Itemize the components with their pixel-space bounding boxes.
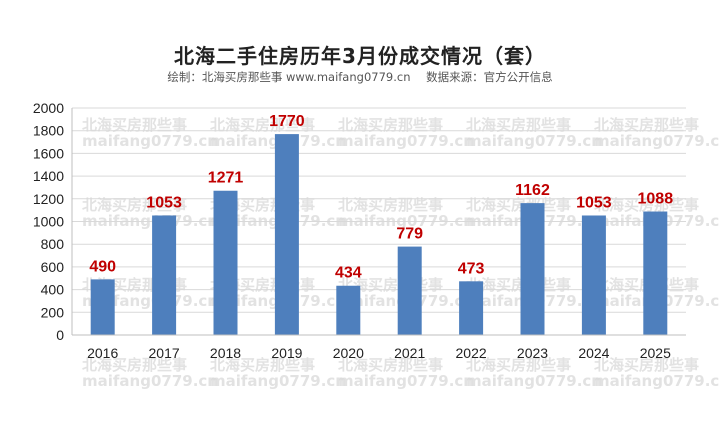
x-tick-label: 2021	[394, 345, 425, 361]
watermark-text: 北海买房那些事	[82, 116, 187, 134]
y-tick-label: 200	[41, 304, 65, 320]
x-tick-label: 2022	[456, 345, 487, 361]
x-tick-label: 2020	[333, 345, 364, 361]
bar	[336, 285, 361, 335]
credit-text: 绘制：北海买房那些事 www.maifang0779.cn	[167, 70, 411, 84]
x-tick-label: 2023	[517, 345, 548, 361]
data-label: 434	[335, 265, 362, 282]
data-label: 1770	[269, 113, 305, 130]
bar	[274, 134, 299, 335]
bar	[90, 279, 115, 335]
bar	[459, 281, 484, 335]
y-tick-label: 1400	[33, 168, 64, 184]
y-tick-label: 800	[41, 236, 65, 252]
bar-series	[90, 134, 668, 335]
y-tick-label: 1000	[33, 214, 64, 230]
watermark-text: maifang0779.cn	[82, 212, 218, 230]
x-tick-label: 2018	[210, 345, 241, 361]
watermark-text: 北海买房那些事	[338, 116, 443, 134]
y-tick-label: 1600	[33, 145, 64, 161]
data-label: 1162	[515, 182, 550, 199]
watermark-text: maifang0779.cn	[82, 132, 218, 150]
bar	[581, 215, 606, 335]
data-label: 779	[396, 226, 423, 243]
watermark-text: maifang0779.cn	[594, 372, 720, 390]
watermark-text: maifang0779.cn	[466, 132, 602, 150]
watermark-text: maifang0779.cn	[338, 212, 474, 230]
watermark-text: 北海买房那些事	[466, 276, 571, 294]
watermark-text: maifang0779.cn	[82, 292, 218, 310]
data-label: 1088	[638, 191, 674, 208]
watermark-text: 北海买房那些事	[82, 196, 187, 214]
axes: 2016 2017 2018 2019 2020 2021 2022 2023 2024 2025…	[33, 100, 686, 361]
bar	[397, 246, 422, 335]
watermark-text: 北海买房那些事	[338, 356, 443, 374]
x-tick-label: 2024	[578, 345, 609, 361]
y-tick-label: 600	[41, 259, 65, 275]
data-label: 1053	[146, 194, 182, 211]
data-label: 473	[458, 260, 485, 277]
bar	[643, 211, 668, 335]
bar	[152, 215, 177, 335]
watermark-text: 北海买房那些事	[210, 116, 315, 134]
x-tick-label: 2019	[271, 345, 302, 361]
watermark-text: maifang0779.cn	[338, 372, 474, 390]
data-labels: 490 1053 1271 1770 434 779 473 1162 1053 1088	[89, 113, 673, 282]
watermark-text: 北海买房那些事	[82, 356, 187, 374]
watermark-text: 北海买房那些事	[466, 196, 571, 214]
source-text: 数据来源：官方公开信息	[426, 70, 553, 84]
watermark-text: maifang0779.cn	[594, 132, 720, 150]
x-tick-label: 2016	[87, 345, 118, 361]
chart-subtitle: 绘制：北海买房那些事 www.maifang0779.cn 数据来源：官方公开信…	[0, 69, 720, 85]
x-tick-label: 2025	[640, 345, 671, 361]
y-tick-label: 0	[56, 327, 64, 343]
bar	[213, 190, 238, 335]
data-label: 490	[89, 258, 116, 275]
y-tick-label: 2000	[33, 100, 64, 116]
x-tick-label: 2017	[149, 345, 180, 361]
chart-title: 北海二手住房历年3月份成交情况（套）	[174, 44, 546, 68]
watermark-text: maifang0779.cn	[82, 372, 218, 390]
watermark-text: 北海买房那些事	[466, 116, 571, 134]
watermark-text: 北海买房那些事	[338, 196, 443, 214]
watermark-text: maifang0779.cn	[466, 372, 602, 390]
watermark-text: 北海买房那些事	[466, 356, 571, 374]
bar	[520, 203, 545, 335]
data-label: 1053	[576, 194, 612, 211]
data-label: 1271	[208, 170, 244, 187]
y-tick-label: 400	[41, 282, 65, 298]
y-tick-label: 1800	[33, 123, 64, 139]
watermark-text: maifang0779.cn	[338, 132, 474, 150]
watermark-text: 北海买房那些事	[594, 356, 699, 374]
watermark-text: 北海买房那些事	[594, 196, 699, 214]
watermark-text: 北海买房那些事	[594, 116, 699, 134]
watermark-text: maifang0779.cn	[210, 372, 346, 390]
y-tick-label: 1200	[33, 191, 64, 207]
watermark-text: 北海买房那些事	[210, 356, 315, 374]
